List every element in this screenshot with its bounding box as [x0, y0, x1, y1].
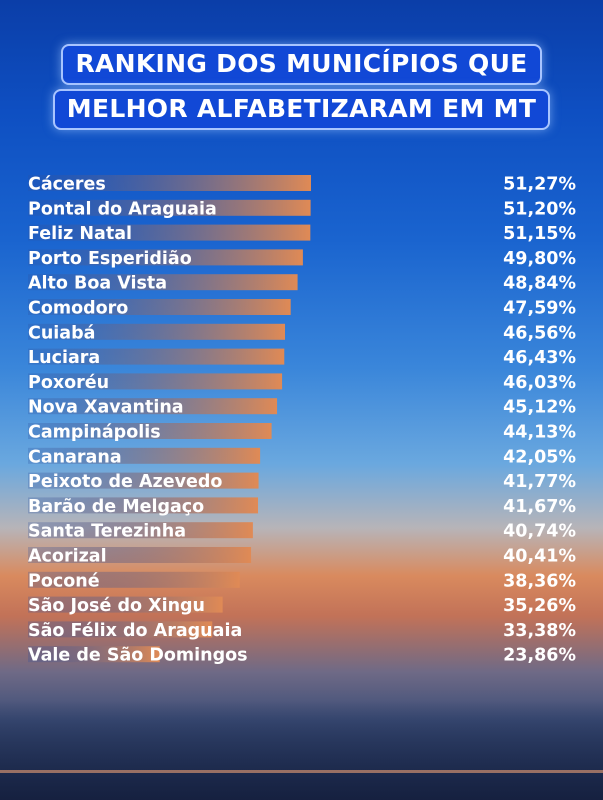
- value-label: 51,15%: [503, 224, 576, 244]
- value-label: 47,59%: [503, 299, 576, 319]
- category-label: Barão de Melgaço: [28, 497, 204, 517]
- value-label: 48,84%: [503, 274, 576, 294]
- bar: [28, 348, 285, 365]
- bar: [28, 621, 213, 638]
- value-label: 46,03%: [503, 373, 576, 393]
- bar: [28, 472, 259, 489]
- category-label: Poxoréu: [28, 373, 109, 393]
- bar: [28, 299, 291, 315]
- bar: [28, 497, 259, 514]
- category-label: Acorizal: [28, 547, 107, 567]
- value-label: 46,43%: [503, 348, 576, 368]
- category-label: Peixoto de Azevedo: [28, 472, 222, 492]
- value-label: 41,77%: [503, 472, 576, 492]
- value-label: 44,13%: [503, 423, 576, 443]
- value-label: 46,56%: [503, 323, 576, 343]
- bar: [28, 547, 252, 563]
- category-label: Poconé: [28, 571, 100, 591]
- category-label: Feliz Natal: [28, 224, 132, 244]
- value-label: 45,12%: [503, 398, 576, 418]
- category-label: Alto Boa Vista: [28, 274, 167, 294]
- bar: [28, 224, 311, 241]
- category-label: Comodoro: [28, 299, 128, 319]
- value-label: 23,86%: [503, 646, 576, 666]
- category-label: Porto Esperidião: [28, 249, 192, 269]
- value-label: 33,38%: [503, 621, 576, 641]
- category-label: Cáceres: [28, 175, 106, 195]
- sea-background: [0, 700, 603, 800]
- value-label: 51,27%: [503, 175, 576, 195]
- value-label: 49,80%: [503, 249, 576, 269]
- value-label: 40,41%: [503, 547, 576, 567]
- value-label: 41,67%: [503, 497, 576, 517]
- category-label: Luciara: [28, 348, 100, 368]
- category-label: Canarana: [28, 447, 122, 467]
- value-labels-group: 51,27% 51,20% 51,15% 49,80% 48,84% 47,59% 46,5…: [503, 175, 576, 666]
- category-labels-group: Cáceres Pontal do Araguaia Feliz Natal Port…: [28, 175, 248, 666]
- category-label: São José do Xingu: [28, 596, 205, 616]
- bar: [28, 323, 286, 340]
- value-label: 38,36%: [503, 571, 576, 591]
- category-label: Campinápolis: [28, 423, 161, 443]
- bar: [28, 175, 311, 191]
- bars-group: [28, 175, 311, 663]
- bar: [28, 249, 303, 266]
- bar: [28, 596, 223, 613]
- value-label: 40,74%: [503, 522, 576, 542]
- title-banner: RANKING DOS MUNICÍPIOS QUE MELHOR ALFABE…: [0, 44, 603, 130]
- bar: [28, 646, 160, 663]
- category-label: Nova Xavantina: [28, 398, 184, 418]
- horizon-line: [0, 770, 603, 773]
- value-label: 51,20%: [503, 199, 576, 219]
- bar: [28, 571, 240, 588]
- bar: [28, 199, 311, 216]
- value-label: 42,05%: [503, 447, 576, 467]
- title-line-1: RANKING DOS MUNICÍPIOS QUE: [61, 44, 542, 85]
- title-line-2: MELHOR ALFABETIZARAM EM MT: [52, 89, 551, 130]
- category-label: Cuiabá: [28, 323, 95, 343]
- category-label: Vale de São Domingos: [28, 646, 248, 666]
- category-label: Pontal do Araguaia: [28, 199, 217, 219]
- bar: [28, 447, 261, 464]
- bar: [28, 398, 278, 415]
- bar: [28, 522, 253, 539]
- bar: [28, 423, 272, 439]
- bar: [28, 274, 298, 291]
- category-label: Santa Terezinha: [28, 522, 186, 542]
- value-label: 35,26%: [503, 596, 576, 616]
- category-label: São Félix do Araguaia: [28, 621, 242, 641]
- bar: [28, 373, 283, 390]
